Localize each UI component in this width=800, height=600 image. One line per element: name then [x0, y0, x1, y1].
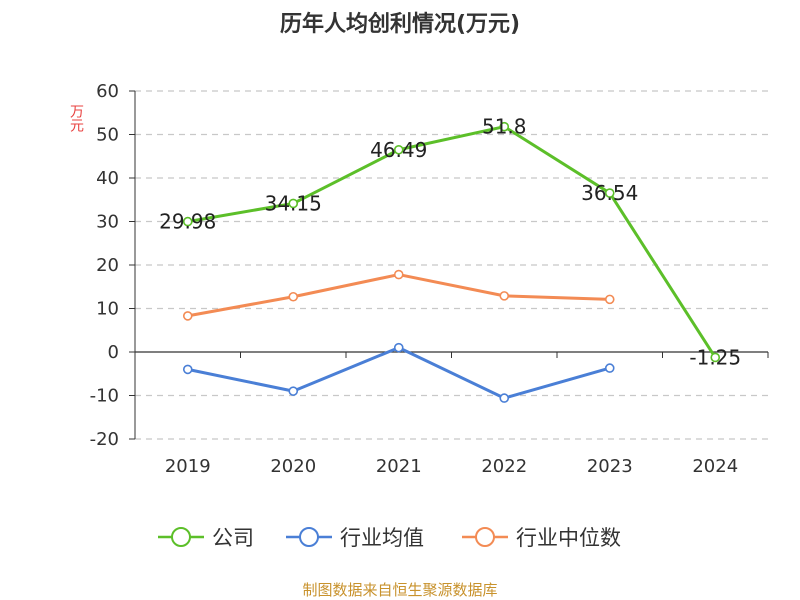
x-tick-label: 2020	[270, 456, 316, 477]
legend-item-industry-median[interactable]: 行业中位数	[462, 520, 621, 554]
data-label: -1.25	[689, 345, 741, 369]
legend-label-company: 公司	[212, 526, 254, 550]
source-footer: 制图数据来自恒生聚源数据库	[302, 581, 498, 599]
grid-lines	[135, 90, 768, 440]
data-point-marker	[182, 311, 193, 321]
y-tick-label: 40	[96, 168, 119, 189]
data-label: 29.98	[159, 210, 216, 234]
axes: -20 -10 0 10 20 30 40 50 60 2019 2020 2021 2022 2023 2…	[90, 81, 769, 477]
y-tick-label: 60	[96, 81, 119, 102]
data-label: 36.54	[581, 181, 638, 205]
x-tick-label: 2023	[587, 456, 633, 477]
data-point-marker	[288, 386, 299, 396]
data-point-marker	[499, 121, 510, 132]
data-point-marker	[604, 188, 615, 198]
data-label: 34.15	[265, 191, 322, 215]
chart-title: 历年人均创利情况(万元)	[279, 12, 521, 37]
data-point-marker	[604, 294, 615, 305]
data-label: 46.49	[370, 138, 427, 162]
series-line-2	[187, 273, 610, 318]
data-point-marker	[393, 144, 404, 155]
data-point-marker	[182, 216, 193, 227]
data-point-marker	[604, 363, 615, 373]
data-labels: 29.98 34.15 46.49 51.8 36.54 -1.25	[159, 115, 741, 370]
legend-industry-average-icon	[286, 527, 332, 547]
series-line-1	[187, 346, 611, 400]
legend-item-company[interactable]: 公司	[158, 520, 254, 554]
x-tick-label: 2019	[165, 456, 211, 477]
series-line-0	[187, 125, 717, 359]
data-point-marker	[393, 269, 404, 280]
y-tick-label: 20	[96, 255, 119, 276]
data-point-marker	[499, 393, 510, 403]
data-point-marker	[710, 352, 721, 363]
y-tick-label: -20	[90, 429, 119, 450]
data-point-marker	[182, 364, 193, 375]
legend-item-industry-average[interactable]: 行业均值	[286, 520, 424, 554]
data-point-marker	[499, 291, 510, 301]
y-tick-label: -10	[90, 386, 119, 407]
x-tick-label: 2021	[376, 456, 422, 477]
data-point-marker	[288, 291, 299, 302]
legend-industry-median-icon	[462, 527, 508, 547]
legend-label-industry-median: 行业中位数	[516, 526, 621, 550]
y-tick-label: 30	[96, 212, 119, 233]
data-point-marker	[393, 342, 404, 353]
legend-company-icon	[158, 527, 204, 547]
x-tick-label: 2024	[692, 456, 738, 477]
y-tick-label: 10	[96, 299, 119, 320]
y-tick-label: 0	[108, 342, 119, 363]
legend-label-industry-average: 行业均值	[340, 526, 424, 550]
data-point-marker	[288, 198, 299, 209]
y-axis-unit-label: 万元	[68, 104, 84, 132]
legend: 公司 行业均值 行业中位数	[0, 520, 800, 554]
y-tick-label: 50	[96, 125, 119, 146]
series-lines	[182, 121, 721, 403]
x-tick-label: 2022	[481, 456, 527, 477]
data-label: 51.8	[482, 115, 527, 139]
